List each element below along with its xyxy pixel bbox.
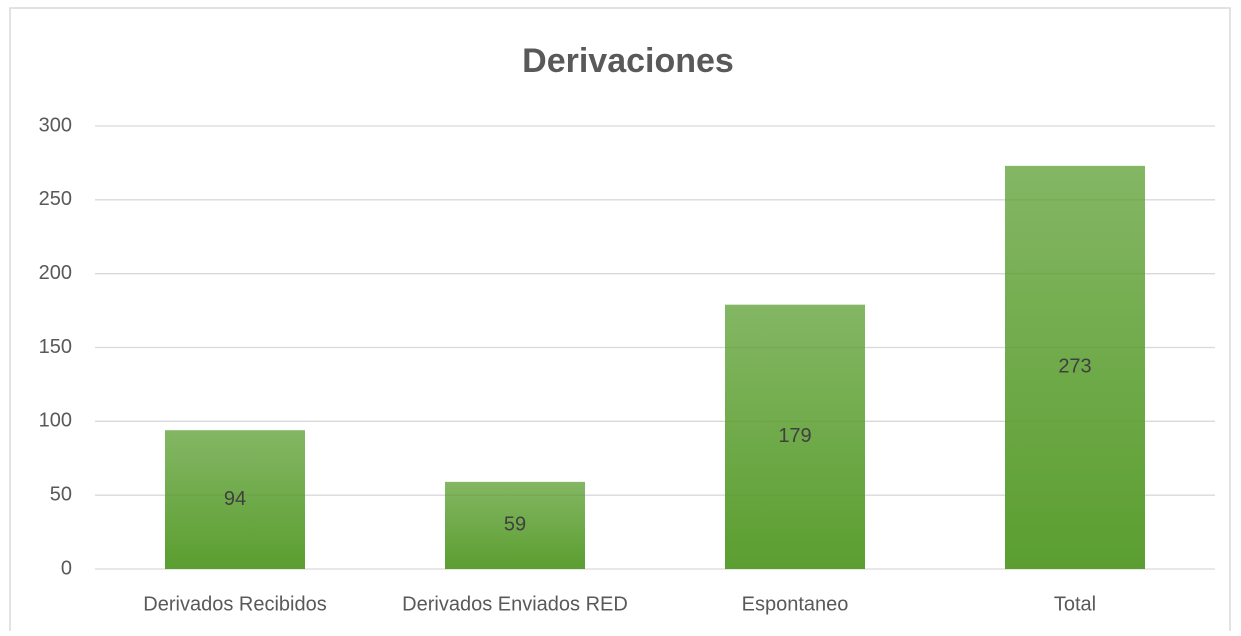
y-tick-label: 100 xyxy=(39,410,72,432)
y-tick-label: 150 xyxy=(39,336,72,358)
bar xyxy=(165,430,305,569)
x-tick-label: Espontaneo xyxy=(742,593,849,615)
data-label: 59 xyxy=(504,514,526,536)
data-label: 179 xyxy=(778,425,811,447)
x-tick-label: Derivados Enviados RED xyxy=(402,593,628,615)
y-tick-label: 0 xyxy=(61,557,72,579)
y-tick-label: 200 xyxy=(39,262,72,284)
y-tick-label: 300 xyxy=(39,114,72,136)
y-tick-label: 250 xyxy=(39,188,72,210)
bar xyxy=(445,481,585,569)
x-tick-label: Derivados Recibidos xyxy=(143,593,326,615)
data-label: 273 xyxy=(1058,356,1091,378)
x-tick-label: Total xyxy=(1054,593,1096,615)
bar xyxy=(1005,165,1145,569)
y-tick-label: 50 xyxy=(50,483,72,505)
bar xyxy=(725,304,865,569)
data-label: 94 xyxy=(224,488,246,510)
chart-title: Derivaciones xyxy=(522,42,734,80)
